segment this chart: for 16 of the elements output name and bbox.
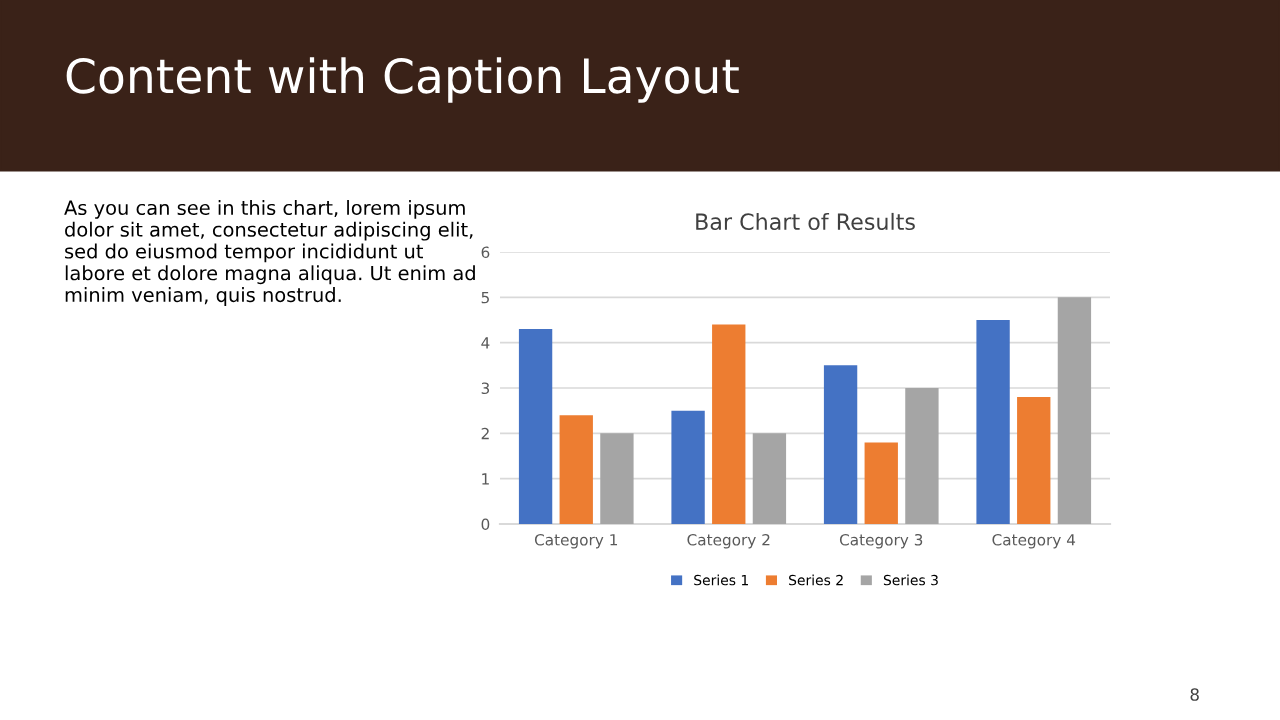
bar bbox=[712, 324, 746, 524]
text: Content with Caption Layout bbox=[66, 57, 739, 103]
bar bbox=[1017, 397, 1051, 524]
bar bbox=[864, 442, 898, 524]
bar bbox=[559, 415, 593, 524]
bar bbox=[1057, 297, 1092, 524]
bar bbox=[600, 433, 634, 524]
bar bbox=[752, 433, 787, 524]
bar bbox=[671, 410, 705, 524]
text: 8 bbox=[1190, 688, 1199, 701]
chart-title: Bar Chart of Results bbox=[696, 212, 915, 231]
bar bbox=[976, 320, 1010, 524]
text: As you can see in this chart, lorem ipsum dolor sit amet, consectetur adipiscing elit, sed do eiusmod tempor incididunt ut labore et dolore magna aliqua. Ut enim ad minim veniam, quis nostrud. bbox=[64, 200, 475, 306]
bar bbox=[823, 365, 858, 524]
bar bbox=[518, 329, 553, 524]
bar bbox=[905, 388, 939, 524]
